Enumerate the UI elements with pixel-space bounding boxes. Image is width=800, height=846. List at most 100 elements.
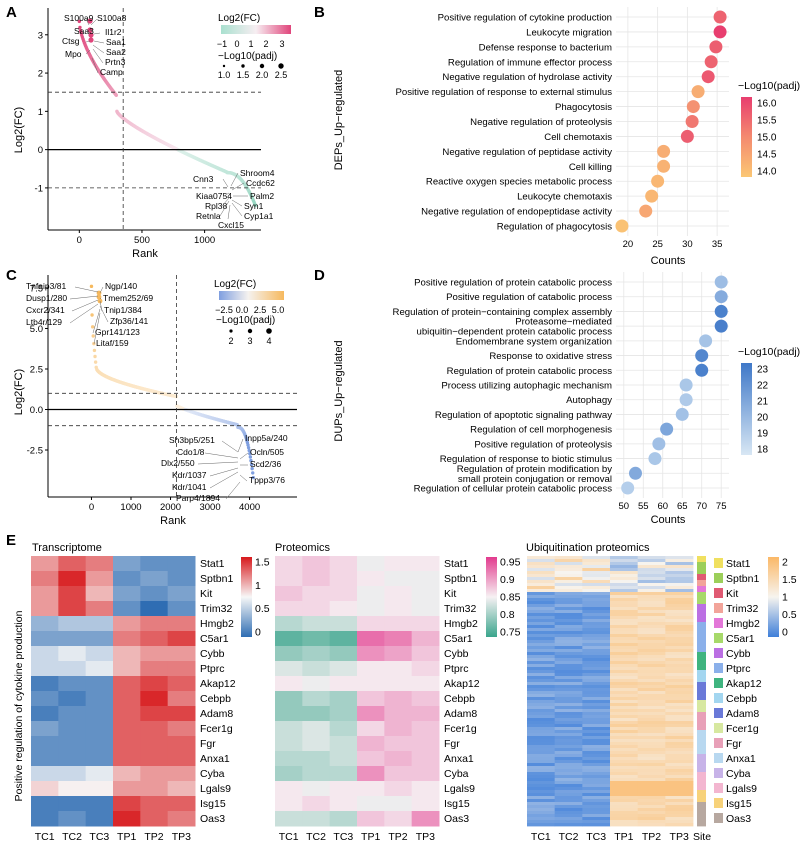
heatmap-cell [665, 784, 694, 788]
heatmap-cell [665, 676, 694, 680]
heatmap-cell [665, 799, 694, 803]
heatmap-cell [637, 688, 666, 692]
heatmap-cell [610, 772, 639, 776]
heatmap-cell [610, 784, 639, 788]
heatmap-cell [113, 691, 141, 707]
heatmap-cell [554, 808, 583, 812]
heatmap-cell [637, 664, 666, 668]
x-tick-label: 25 [652, 239, 663, 250]
site-color-segment [697, 670, 706, 683]
heatmap-cell [113, 556, 141, 572]
heatmap-cell [665, 682, 694, 686]
heatmap-cell [637, 739, 666, 743]
heatmap-cell [665, 661, 694, 665]
heatmap-cell [58, 631, 87, 647]
heatmap-cell [665, 664, 694, 668]
heatmap-cell [554, 715, 583, 719]
heatmap-cell [637, 670, 666, 674]
gene-legend-swatch [714, 798, 723, 808]
panel-a-ylabel: Log2(FC) [13, 107, 25, 153]
heatmap-cell [527, 760, 556, 764]
heatmap-cell [329, 571, 358, 587]
heatmap-cell [582, 691, 611, 695]
heatmap-cell [527, 733, 556, 737]
row-label: Oas3 [444, 813, 469, 825]
heatmap-cell [665, 574, 694, 578]
heatmap-cell [554, 652, 583, 656]
scale-tick-label: 1.5 [255, 557, 270, 569]
gene-label: Shroom4 [240, 168, 275, 178]
term-label: Positive regulation of proteolysis [474, 439, 612, 450]
heatmap-cell [527, 736, 556, 740]
row-label: Stat1 [444, 558, 469, 570]
heatmap-cell [357, 616, 385, 632]
heatmap-cell [302, 706, 331, 722]
heatmap-cell [329, 691, 358, 707]
heatmap-cell [665, 769, 694, 773]
heatmap-cell [582, 715, 611, 719]
heatmap-cell [637, 814, 666, 818]
heatmap-cell [610, 664, 639, 668]
heatmap-cell [582, 607, 611, 611]
heatmap-cell [554, 790, 583, 794]
heatmap-cell [31, 571, 59, 587]
panel-b-xlabel: Counts [651, 255, 686, 267]
row-label: Fcer1g [200, 723, 233, 735]
heatmap-cell [665, 586, 694, 590]
gene-legend-label: Cyba [726, 768, 751, 780]
heatmap-cell [527, 556, 556, 560]
data-point [713, 25, 727, 39]
data-point [251, 475, 256, 480]
heatmap-cell [665, 730, 694, 734]
legend-size-dot [222, 64, 226, 68]
heatmap-cell [357, 691, 385, 707]
panel-a-up-labels: S100a9 S100a8 Saa3 Il1r2 Ctsg Saa1 Saa2 … [62, 13, 127, 77]
heatmap-cell [637, 742, 666, 746]
gene-legend-swatch [714, 588, 723, 598]
heatmap-cell [637, 784, 666, 788]
term-label: Regulation of protein−containing complex… [393, 307, 613, 318]
heatmap-cell [329, 661, 358, 677]
y-tick-label: 0.0 [30, 405, 43, 416]
heatmap-cell [610, 574, 639, 578]
heatmap-cell [554, 796, 583, 800]
heatmap-cell [275, 721, 303, 737]
heatmap-cell [384, 571, 413, 587]
heatmap-cell [85, 781, 114, 797]
term-label: Regulation of response to biotic stimulu… [440, 454, 612, 465]
panel-letter-d: D [314, 267, 325, 284]
heatmap-cell [527, 700, 556, 704]
heatmap-cell [665, 616, 694, 620]
panel-letter-e: E [6, 532, 16, 549]
data-point [90, 313, 94, 317]
gene-label: Scd2/36 [250, 459, 281, 469]
heatmap-cell [582, 637, 611, 641]
heatmap-cell [527, 784, 556, 788]
heatmap-cell [527, 766, 556, 770]
heatmap-cell [665, 748, 694, 752]
site-color-segment [697, 652, 706, 671]
heatmap-cell [610, 823, 639, 827]
heatmap-cell [665, 817, 694, 821]
heatmap-cell [637, 619, 666, 623]
heatmap-cell [610, 619, 639, 623]
heatmap-cell [665, 568, 694, 572]
heatmap-cell [113, 676, 141, 692]
term-label: Regulation of protein modification by sma… [457, 464, 612, 485]
heatmap-cell [384, 721, 413, 737]
gene-legend-swatch [714, 663, 723, 673]
gene-legend-swatch [714, 753, 723, 763]
heatmap-cell [582, 685, 611, 689]
data-point [657, 144, 671, 158]
legend-size-dot [247, 328, 253, 334]
heatmap-cell [554, 739, 583, 743]
heatmap-cell [411, 631, 440, 647]
heatmap-cell [665, 811, 694, 815]
site-color-segment [697, 730, 706, 755]
legend-tick-label: 20 [757, 413, 769, 424]
heatmap-cell [582, 823, 611, 827]
heatmap-cell [665, 640, 694, 644]
gene-label: Kiaa0754 [196, 191, 232, 201]
heatmap-cell [357, 661, 385, 677]
